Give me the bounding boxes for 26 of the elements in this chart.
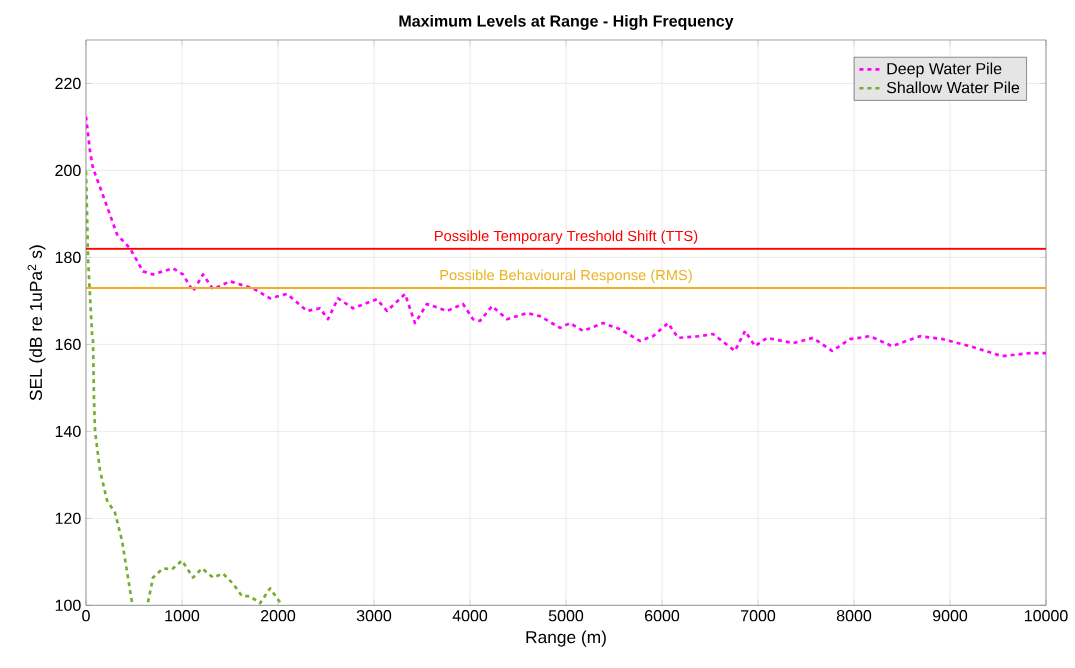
y-tick-label: 140	[55, 425, 81, 438]
x-tick-label: 0	[82, 610, 90, 622]
x-axis-title: Range (m)	[526, 630, 606, 647]
x-tick-label: 4000	[452, 610, 488, 622]
x-tick-label: 9000	[932, 610, 968, 622]
x-tick-label: 3000	[356, 610, 392, 622]
x-tick-label: 8000	[836, 610, 872, 622]
y-tick-label: 120	[55, 512, 81, 525]
ref-line-label: Possible Behavioural Response (RMS)	[440, 269, 692, 284]
chart-title: Maximum Levels at Range - High Frequency	[399, 14, 734, 30]
y-axis-title: SEL (dB re 1uPa$^{2}$ s)	[27, 245, 46, 401]
x-tick-label: 5000	[548, 610, 584, 622]
y-tick-label: 200	[55, 164, 81, 177]
legend-label: Deep Water Pile	[887, 62, 1002, 78]
y-tick-label: 100	[55, 599, 81, 611]
x-tick-label: 7000	[741, 610, 776, 622]
x-tick-label: 1000	[165, 610, 200, 622]
line-series	[86, 115, 1047, 358]
y-tick-label: 180	[55, 251, 81, 264]
legend-label: Shallow Water Pile	[886, 81, 1020, 94]
x-tick-label: 2000	[261, 610, 296, 622]
ref-line-label: Possible Temporary Treshold Shift (TTS)	[435, 230, 698, 245]
x-tick-label: 10000	[1024, 610, 1068, 622]
x-tick-label: 6000	[645, 610, 680, 622]
y-tick-label: 160	[55, 338, 81, 351]
y-tick-label: 220	[55, 77, 81, 90]
